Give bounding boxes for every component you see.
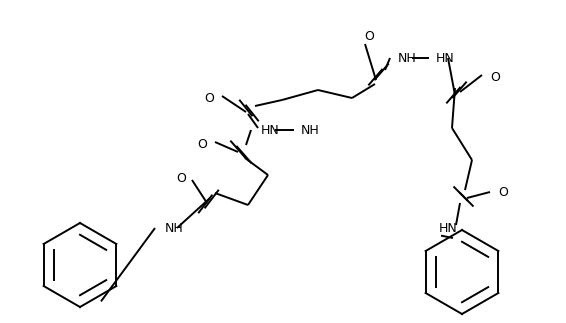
Text: O: O — [364, 29, 374, 43]
Text: NH: NH — [165, 222, 184, 234]
Text: O: O — [498, 185, 508, 199]
Text: O: O — [204, 91, 214, 105]
Text: NH: NH — [301, 123, 320, 137]
Text: HN: HN — [439, 222, 457, 234]
Text: O: O — [197, 138, 207, 151]
Text: O: O — [176, 172, 186, 184]
Text: O: O — [490, 70, 500, 84]
Text: HN: HN — [261, 123, 280, 137]
Text: NH: NH — [398, 51, 417, 65]
Text: HN: HN — [436, 51, 454, 65]
